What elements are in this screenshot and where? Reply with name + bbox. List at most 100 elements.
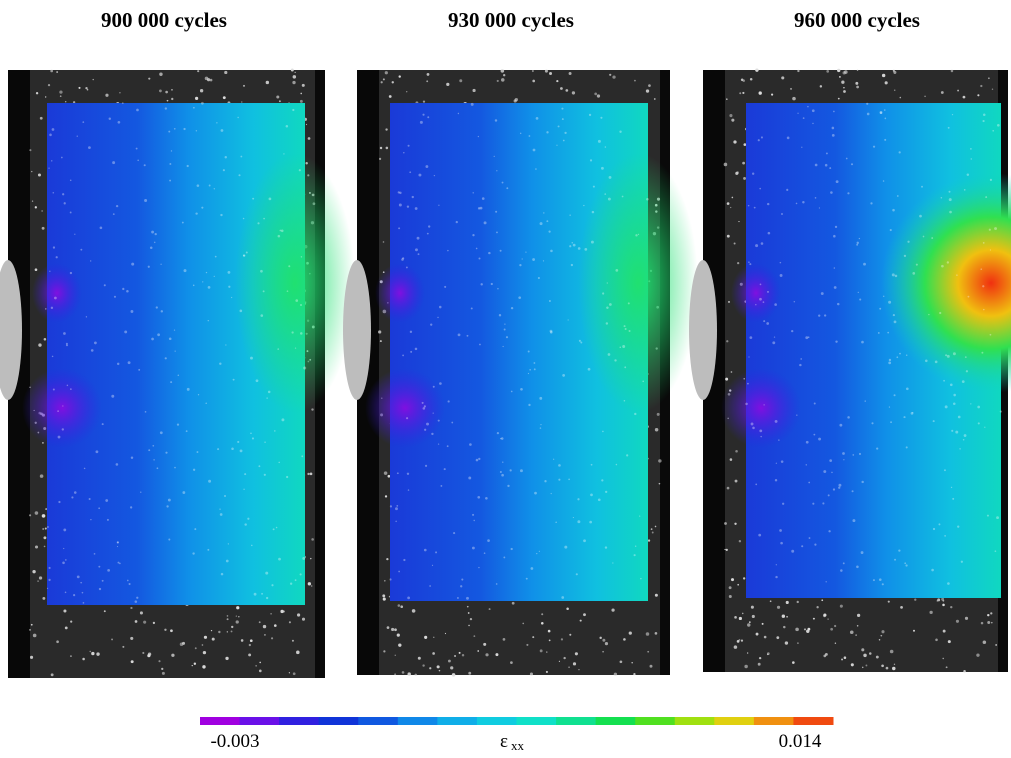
speckle	[264, 634, 266, 636]
speckle	[818, 438, 821, 441]
speckle	[933, 420, 935, 422]
speckle	[752, 173, 754, 175]
speckle	[122, 646, 124, 648]
speckle	[895, 275, 898, 278]
speckle	[171, 89, 172, 90]
speckle	[935, 639, 938, 642]
speckle	[148, 78, 150, 80]
speckle	[84, 468, 86, 470]
speckle	[797, 113, 798, 114]
speckle	[458, 333, 461, 336]
speckle	[520, 133, 521, 134]
speckle	[747, 652, 748, 653]
speckle	[460, 585, 462, 587]
speckle	[402, 671, 405, 674]
speckle	[850, 630, 854, 634]
speckle	[264, 442, 265, 443]
speckle	[955, 431, 958, 434]
speckle	[216, 122, 217, 123]
speckle	[53, 388, 55, 390]
speckle	[633, 673, 635, 675]
speckle	[39, 576, 42, 579]
speckle	[622, 345, 625, 348]
speckle	[786, 601, 789, 604]
speckle	[563, 140, 565, 142]
speckle	[885, 118, 887, 120]
speckle	[53, 246, 55, 248]
speckle	[634, 554, 636, 556]
speckle	[983, 242, 985, 244]
speckle	[893, 314, 895, 316]
speckle	[511, 307, 513, 309]
speckle	[995, 644, 997, 646]
speckle	[283, 153, 284, 154]
speckle	[726, 549, 728, 551]
speckle	[225, 344, 226, 345]
speckle	[476, 459, 479, 462]
speckle	[107, 519, 109, 521]
speckle	[297, 613, 300, 616]
speckle	[448, 660, 451, 663]
speckle	[598, 498, 601, 501]
speckle	[605, 491, 607, 493]
speckle	[904, 562, 906, 564]
speckle	[835, 340, 837, 342]
speckle	[861, 551, 864, 554]
speckle	[580, 620, 582, 622]
speckle	[893, 70, 895, 72]
speckle	[823, 655, 826, 658]
speckle	[227, 631, 228, 632]
speckle	[287, 290, 289, 292]
speckle	[111, 638, 113, 640]
speckle	[397, 634, 400, 637]
speckle	[47, 526, 49, 528]
speckle	[804, 628, 806, 630]
speckle	[607, 282, 608, 283]
speckle	[925, 359, 928, 362]
speckle	[90, 519, 91, 520]
speckle	[533, 149, 536, 152]
speckle	[51, 307, 53, 309]
speckle	[869, 652, 872, 655]
speckle	[65, 559, 67, 561]
speckle	[224, 71, 227, 74]
speckle	[611, 608, 614, 611]
speckle	[535, 168, 537, 170]
speckle	[965, 617, 968, 620]
speckle	[136, 597, 138, 599]
speckle	[861, 648, 864, 651]
speckle	[578, 247, 581, 250]
speckle	[439, 306, 442, 309]
speckle	[54, 297, 57, 300]
speckle	[208, 286, 211, 289]
speckle	[193, 469, 195, 471]
speckle	[166, 505, 168, 507]
speckle	[30, 656, 33, 659]
speckle	[534, 368, 536, 370]
speckle	[815, 164, 818, 167]
speckle	[214, 188, 215, 189]
speckle	[564, 546, 567, 549]
speckle	[500, 250, 502, 252]
speckle	[196, 130, 197, 131]
speckle	[978, 422, 980, 424]
speckle	[249, 644, 251, 646]
speckle	[422, 402, 424, 404]
speckle	[913, 630, 915, 632]
speckle	[94, 553, 96, 555]
speckle	[402, 355, 404, 357]
speckle	[227, 618, 229, 620]
speckle	[83, 602, 85, 604]
speckle	[136, 148, 138, 150]
speckle	[834, 286, 837, 289]
speckle	[770, 600, 772, 602]
speckle	[48, 168, 49, 169]
speckle	[310, 473, 313, 476]
speckle	[131, 457, 133, 459]
speckle	[943, 630, 946, 633]
speckle	[168, 131, 170, 133]
speckle	[823, 470, 826, 473]
speckle	[231, 630, 233, 632]
speckle	[897, 195, 899, 197]
speckle	[648, 84, 651, 87]
